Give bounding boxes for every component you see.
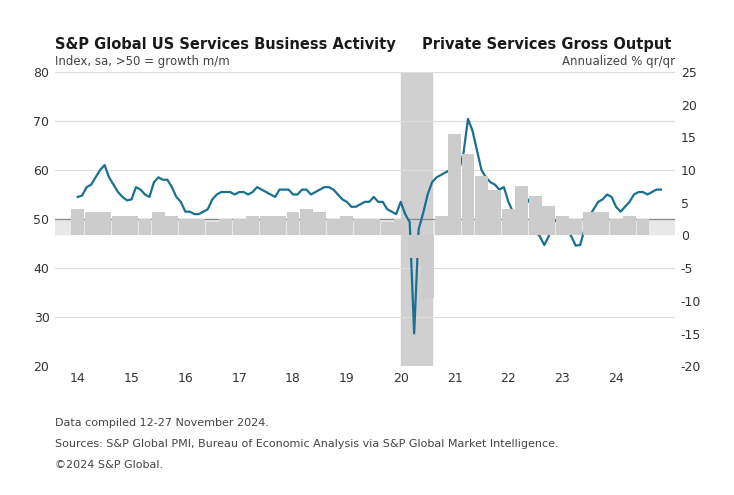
Bar bbox=[98, 212, 111, 236]
Text: Data compiled 12-27 November 2024.: Data compiled 12-27 November 2024. bbox=[55, 418, 269, 428]
Text: Sources: S&P Global PMI, Bureau of Economic Analysis via S&P Global Market Intel: Sources: S&P Global PMI, Bureau of Econo… bbox=[55, 439, 559, 449]
Bar bbox=[233, 219, 246, 236]
Bar bbox=[179, 219, 192, 236]
Bar bbox=[219, 219, 232, 236]
Bar bbox=[421, 236, 434, 297]
Bar bbox=[139, 219, 151, 236]
Bar bbox=[623, 216, 636, 236]
Bar bbox=[300, 209, 313, 236]
Bar bbox=[528, 196, 542, 236]
Text: ©2024 S&P Global.: ©2024 S&P Global. bbox=[55, 460, 163, 470]
Bar bbox=[71, 209, 84, 236]
Bar bbox=[636, 219, 650, 236]
Bar bbox=[341, 216, 353, 236]
Bar bbox=[354, 219, 367, 236]
Bar bbox=[583, 212, 595, 236]
Bar bbox=[260, 216, 272, 236]
Bar bbox=[462, 153, 474, 236]
Bar bbox=[84, 212, 98, 236]
Bar bbox=[206, 222, 219, 236]
Bar bbox=[246, 216, 259, 236]
Bar bbox=[475, 177, 488, 236]
Bar bbox=[112, 216, 125, 236]
Bar bbox=[327, 219, 340, 236]
Bar bbox=[401, 72, 432, 366]
Bar bbox=[381, 222, 393, 236]
Bar bbox=[165, 216, 178, 236]
Bar bbox=[515, 186, 528, 236]
Bar bbox=[502, 209, 515, 236]
Bar bbox=[448, 134, 461, 236]
Bar bbox=[192, 219, 206, 236]
Text: Private Services Gross Output: Private Services Gross Output bbox=[422, 37, 672, 52]
Bar bbox=[556, 216, 569, 236]
Bar bbox=[610, 219, 622, 236]
Bar bbox=[313, 212, 327, 236]
Bar bbox=[273, 216, 286, 236]
Text: Annualized % qr/qr: Annualized % qr/qr bbox=[562, 55, 675, 68]
Bar bbox=[125, 216, 138, 236]
Text: S&P Global US Services Business Activity: S&P Global US Services Business Activity bbox=[55, 37, 396, 52]
Bar bbox=[394, 219, 407, 236]
Bar bbox=[286, 212, 299, 236]
Bar bbox=[488, 190, 501, 236]
Bar bbox=[435, 216, 448, 236]
Bar bbox=[542, 206, 555, 236]
Bar bbox=[55, 219, 675, 234]
Bar bbox=[152, 212, 165, 236]
Bar bbox=[407, 236, 421, 258]
Bar bbox=[569, 219, 582, 236]
Text: Index, sa, >50 = growth m/m: Index, sa, >50 = growth m/m bbox=[55, 55, 230, 68]
Bar bbox=[596, 212, 609, 236]
Bar bbox=[367, 219, 380, 236]
